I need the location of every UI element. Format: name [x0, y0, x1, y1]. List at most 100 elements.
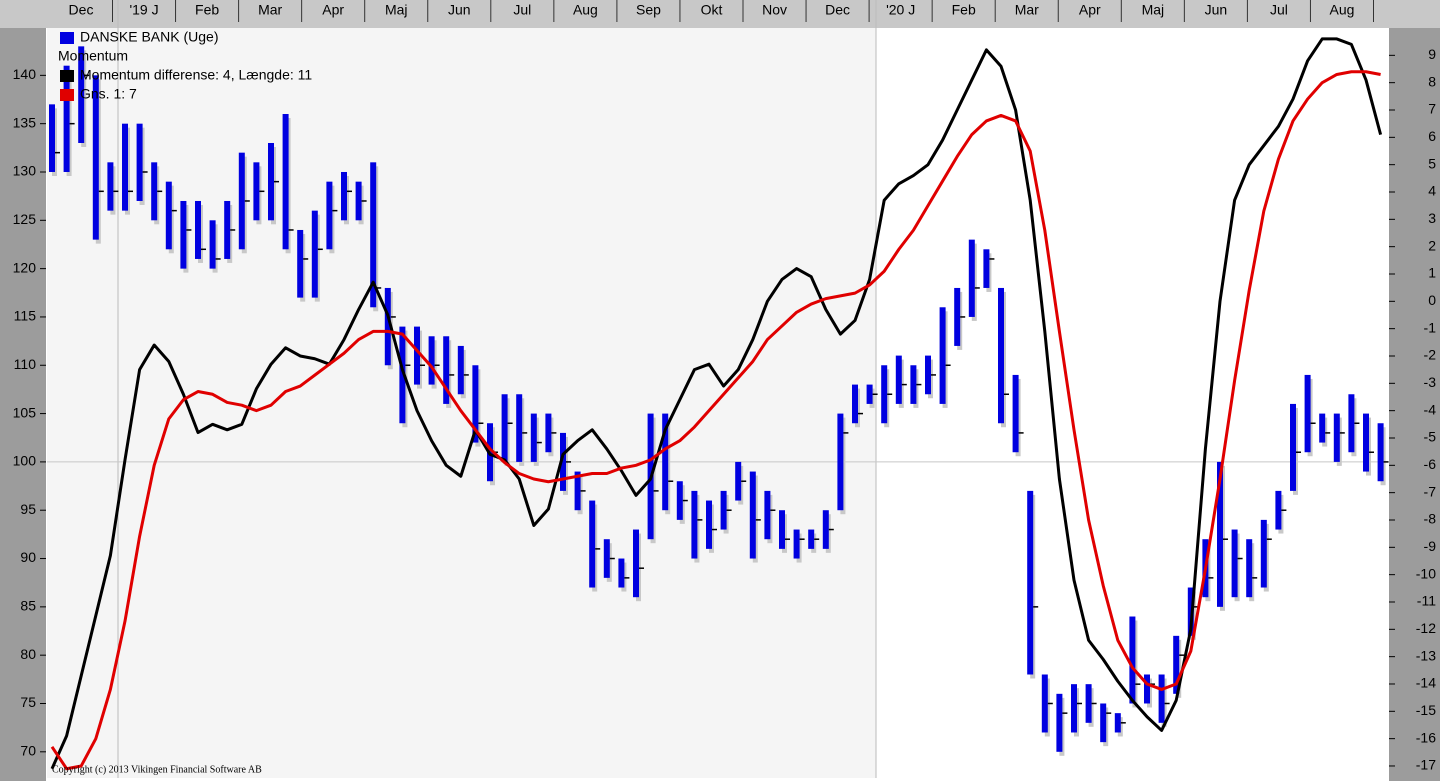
- y-tick-label: 115: [14, 308, 37, 324]
- ohlc-bar: [1363, 413, 1369, 472]
- ohlc-bar: [428, 336, 435, 385]
- ohlc-bar: [384, 287, 391, 366]
- y2-tick-label: 1: [1428, 265, 1436, 281]
- ohlc-bar: [282, 114, 289, 250]
- y-tick-label: 130: [13, 163, 37, 179]
- y2-tick-label: 4: [1428, 183, 1436, 199]
- x-tick-label: Jun: [1205, 2, 1228, 18]
- y-tick-label: 105: [13, 404, 37, 420]
- legend-swatch: [60, 89, 74, 101]
- x-tick-label: Nov: [762, 2, 787, 18]
- ohlc-bar: [195, 200, 201, 259]
- y2-tick-label: 8: [1428, 73, 1436, 89]
- y2-tick-label: 0: [1428, 292, 1436, 308]
- ohlc-bar: [1158, 674, 1165, 723]
- ohlc-bar: [297, 229, 304, 298]
- y-tick-label: 135: [13, 114, 37, 130]
- ohlc-bar: [574, 471, 581, 511]
- left-axis-band: [0, 28, 46, 781]
- y2-tick-label: -6: [1424, 456, 1437, 472]
- ohlc-bar: [1144, 674, 1150, 704]
- x-tick-label: Dec: [825, 2, 850, 18]
- y2-tick-label: -4: [1424, 401, 1437, 417]
- y2-tick-label: 2: [1428, 237, 1436, 253]
- y2-tick-label: -17: [1416, 757, 1436, 773]
- ohlc-bar: [516, 394, 523, 462]
- ohlc-bar: [1275, 490, 1282, 530]
- ohlc-bar: [1129, 616, 1136, 704]
- ohlc-bar: [1114, 713, 1121, 733]
- x-tick-label: Feb: [952, 2, 976, 18]
- y2-tick-label: -12: [1416, 620, 1436, 636]
- ohlc-bar: [1100, 703, 1107, 743]
- ohlc-bar: [633, 529, 639, 598]
- ohlc-bar: [618, 558, 625, 588]
- y2-tick-label: -13: [1416, 647, 1436, 663]
- ohlc-bar: [545, 413, 552, 453]
- ohlc-bar: [472, 365, 479, 443]
- y2-tick-label: -9: [1424, 538, 1437, 554]
- ohlc-bar: [895, 355, 902, 404]
- x-tick-label: Feb: [195, 2, 219, 18]
- y-tick-label: 75: [20, 694, 36, 710]
- x-tick-label: Mar: [258, 2, 282, 18]
- ohlc-bar: [749, 471, 756, 559]
- ohlc-bar: [151, 162, 158, 221]
- x-tick-label: Jul: [1270, 2, 1288, 18]
- ohlc-bar: [414, 326, 420, 385]
- y2-tick-label: 5: [1428, 155, 1436, 171]
- ohlc-bar: [706, 500, 712, 549]
- ohlc-bar: [881, 365, 888, 424]
- x-tick-label: Okt: [701, 2, 723, 18]
- y-tick-label: 100: [13, 453, 37, 469]
- ohlc-bar: [122, 123, 128, 211]
- x-tick-label: Maj: [1142, 2, 1165, 18]
- x-tick-label: Dec: [69, 2, 94, 18]
- y-tick-label: 110: [14, 356, 37, 372]
- x-tick-label: '20 J: [886, 2, 915, 18]
- ohlc-bar: [779, 510, 785, 549]
- legend-series: Momentum differense: 4, Længde: 11: [80, 67, 312, 83]
- y2-tick-label: -3: [1424, 374, 1437, 390]
- y2-tick-label: -5: [1424, 429, 1437, 445]
- ohlc-bar: [676, 481, 683, 520]
- indicator-title: Momentum: [58, 48, 128, 64]
- y2-tick-label: -7: [1424, 483, 1437, 499]
- ohlc-bar: [253, 162, 260, 221]
- series-line: [50, 37, 1383, 770]
- x-tick-label: Apr: [322, 2, 344, 18]
- ohlc-bar: [822, 510, 829, 549]
- top-axis-band: [0, 0, 1440, 28]
- x-tick-label: Maj: [385, 2, 408, 18]
- ohlc-bar: [1290, 403, 1296, 491]
- y-tick-label: 90: [20, 549, 36, 565]
- y2-tick-label: 6: [1428, 128, 1436, 144]
- legend-series: Gns. 1: 7: [80, 86, 137, 102]
- ohlc-bar: [837, 413, 844, 511]
- ohlc-bar: [954, 287, 961, 346]
- ohlc-bar: [311, 210, 318, 298]
- ohlc-bar: [1319, 413, 1326, 443]
- ohlc-bar: [603, 539, 610, 578]
- ohlc-bar: [968, 239, 975, 317]
- ohlc-bar: [1377, 423, 1384, 482]
- y2-tick-label: -11: [1417, 593, 1436, 609]
- legend: DANSKE BANK (Uge) Momentum Momentum diff…: [58, 29, 312, 102]
- ohlc-bar: [1231, 529, 1238, 598]
- legend-price: DANSKE BANK (Uge): [80, 29, 218, 45]
- y-tick-label: 120: [13, 259, 37, 275]
- ohlc-bar: [326, 181, 333, 250]
- y2-tick-label: -14: [1416, 675, 1436, 691]
- ohlc-bar: [443, 336, 450, 404]
- y2-tick-label: -16: [1416, 729, 1436, 745]
- ohlc-bar: [180, 200, 187, 269]
- ohlc-bar: [866, 384, 873, 404]
- ohlc-bar: [1085, 684, 1092, 723]
- ohlc-bar: [341, 171, 347, 221]
- y2-tick-label: -8: [1424, 511, 1437, 527]
- ohlc-bar: [1056, 693, 1063, 752]
- ohlc-bar: [808, 529, 815, 549]
- x-tick-label: Aug: [1330, 2, 1355, 18]
- ohlc-bar: [457, 345, 464, 395]
